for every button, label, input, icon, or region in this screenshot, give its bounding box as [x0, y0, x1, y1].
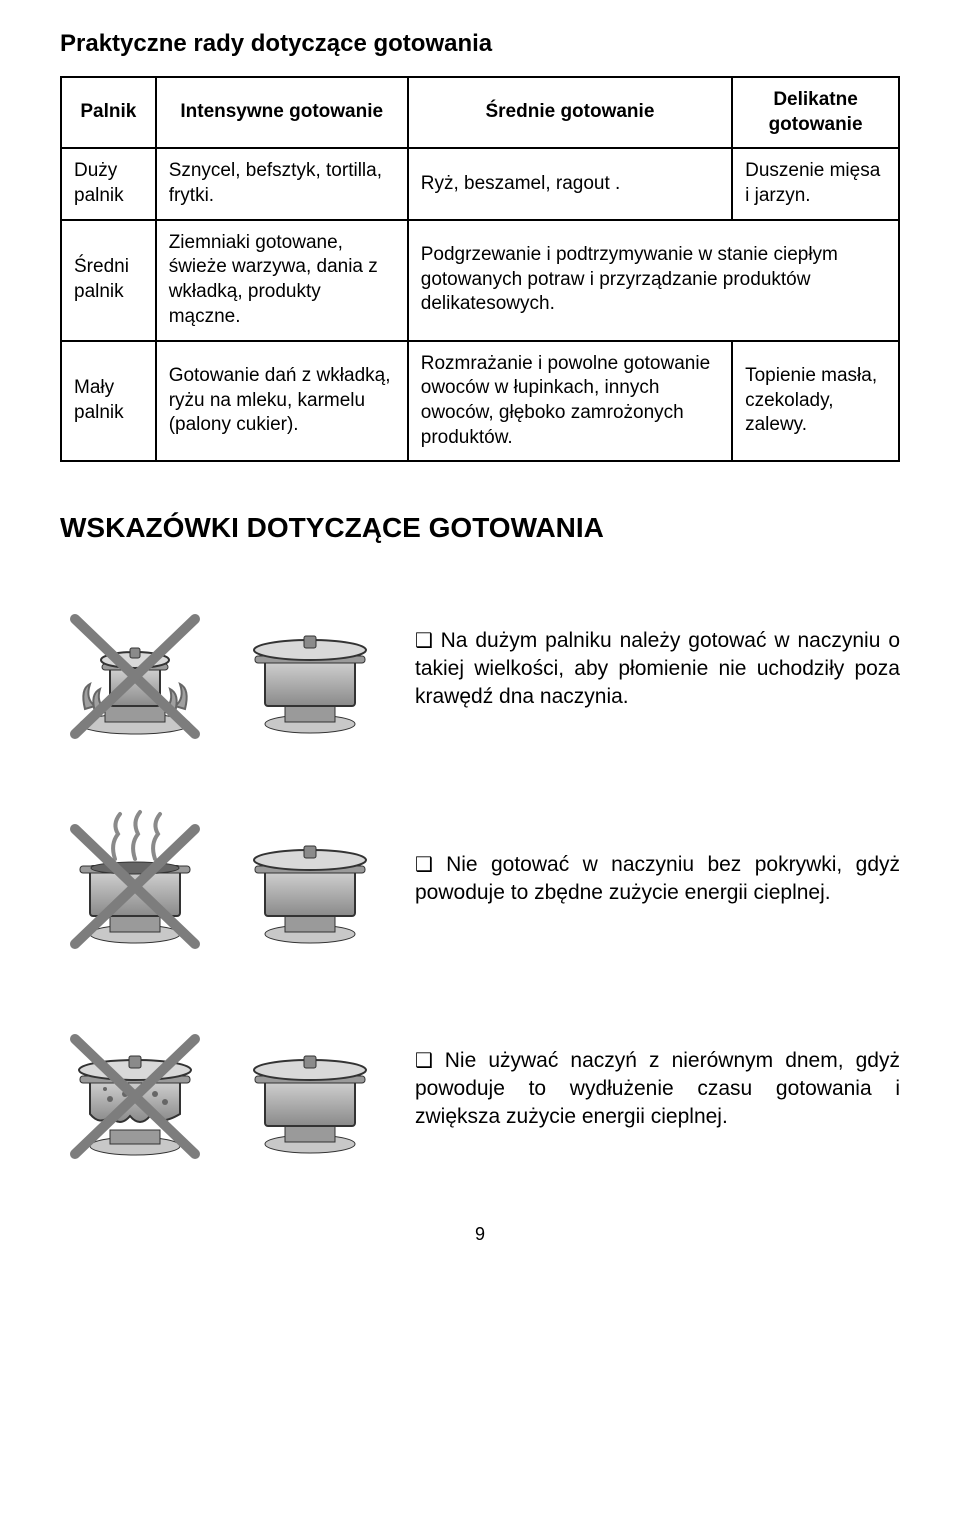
table-row: Średni palnik Ziemniaki gotowane, świeże… [61, 220, 899, 341]
page-number: 9 [60, 1224, 900, 1245]
pot-uneven-icon [60, 1014, 210, 1164]
pot-flat-icon [235, 1014, 385, 1164]
tip-row: Nie używać naczyń z nierównym dnem, gdyż… [60, 1014, 900, 1164]
pot-correct-icon [235, 594, 385, 744]
cell-delicate: Topienie masła, czekolady, zalewy. [732, 341, 899, 462]
pot-nolid-icon [60, 804, 210, 954]
cell-burner: Duży palnik [61, 148, 156, 219]
cell-medium: Ryż, beszamel, ragout . [408, 148, 732, 219]
cell-intense: Gotowanie dań z wkładką, ryżu na mleku, … [156, 341, 408, 462]
cell-intense: Sznycel, befsztyk, tortilla, frytki. [156, 148, 408, 219]
cell-burner: Średni palnik [61, 220, 156, 341]
tip-icons [60, 804, 385, 954]
page-title: Praktyczne rady dotyczące gotowania [60, 30, 900, 58]
table-row: Mały palnik Gotowanie dań z wkładką, ryż… [61, 341, 899, 462]
header-burner: Palnik [61, 77, 156, 148]
tip-row: Na dużym palniku należy gotować w naczyn… [60, 594, 900, 744]
table-header-row: Palnik Intensywne gotowanie Średnie goto… [61, 77, 899, 148]
tip-icons [60, 1014, 385, 1164]
header-delicate: Delikatne gotowanie [732, 77, 899, 148]
tip-text: Nie używać naczyń z nierównym dnem, gdyż… [415, 1047, 900, 1132]
cell-intense: Ziemniaki gotowane, świeże warzywa, dani… [156, 220, 408, 341]
cell-burner: Mały palnik [61, 341, 156, 462]
header-intense: Intensywne gotowanie [156, 77, 408, 148]
section-title: WSKAZÓWKI DOTYCZĄCE GOTOWANIA [60, 512, 900, 544]
tip-icons [60, 594, 385, 744]
cooking-table: Palnik Intensywne gotowanie Średnie goto… [60, 76, 900, 462]
pot-withlid-icon [235, 804, 385, 954]
cell-delicate: Duszenie mięsa i jarzyn. [732, 148, 899, 219]
pot-wrong-icon [60, 594, 210, 744]
cell-medium: Rozmrażanie i powolne gotowanie owoców w… [408, 341, 732, 462]
tip-row: Nie gotować w naczyniu bez pokrywki, gdy… [60, 804, 900, 954]
tip-text: Na dużym palniku należy gotować w naczyn… [415, 627, 900, 712]
cell-merged: Podgrzewanie i podtrzymywanie w stanie c… [408, 220, 899, 341]
header-medium: Średnie gotowanie [408, 77, 732, 148]
table-row: Duży palnik Sznycel, befsztyk, tortilla,… [61, 148, 899, 219]
tip-text: Nie gotować w naczyniu bez pokrywki, gdy… [415, 851, 900, 908]
